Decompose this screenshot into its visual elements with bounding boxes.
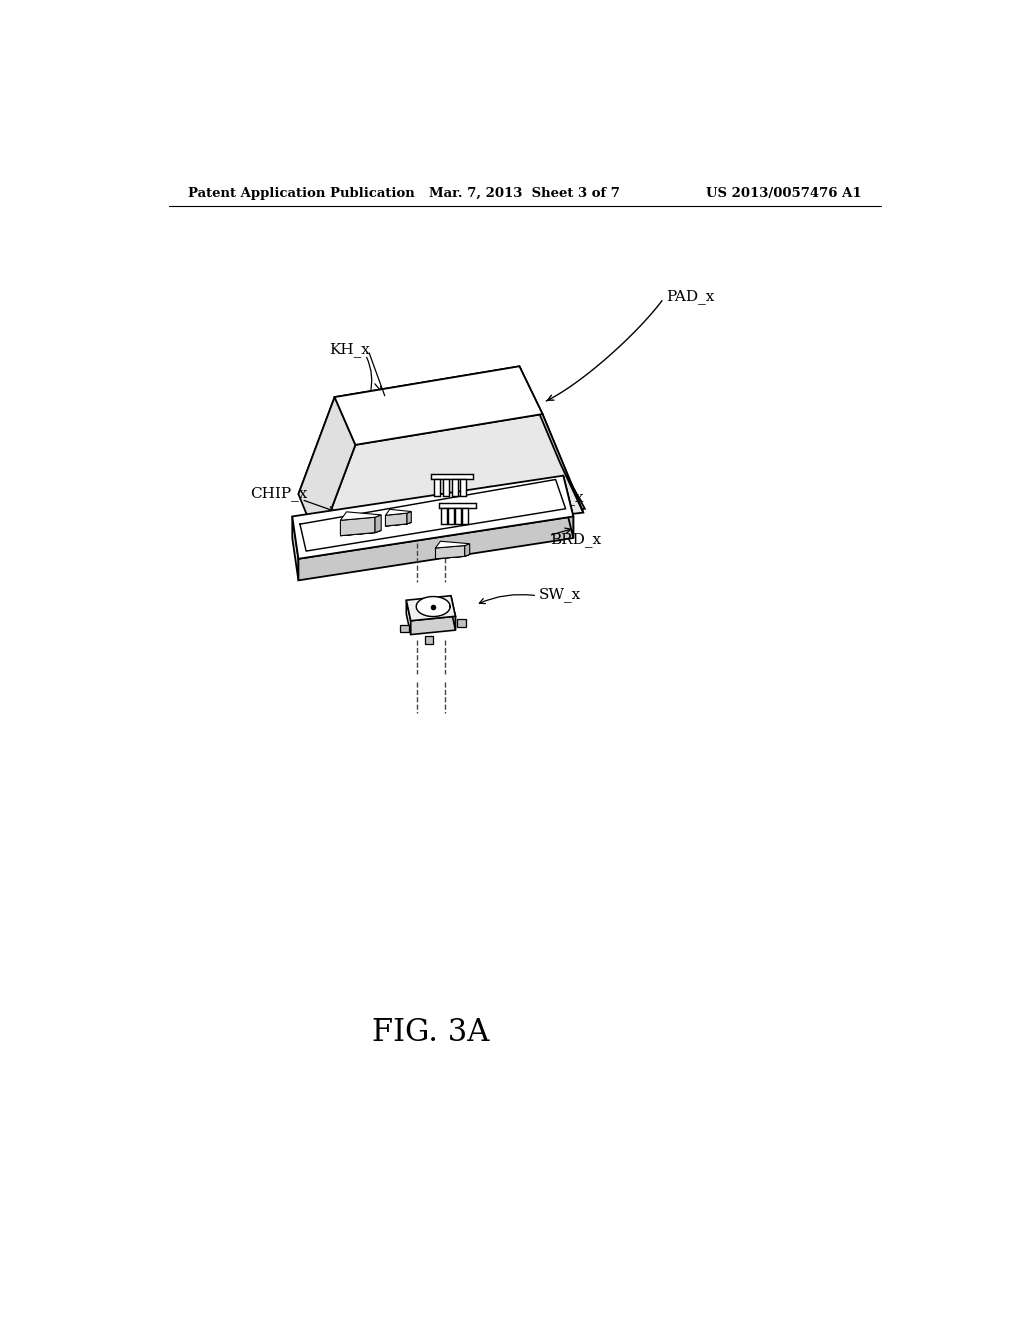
Polygon shape (385, 523, 412, 527)
Text: PAD_x: PAD_x (666, 289, 714, 305)
Polygon shape (457, 619, 466, 627)
Polygon shape (292, 516, 298, 581)
Polygon shape (438, 503, 475, 508)
Polygon shape (452, 479, 458, 496)
Polygon shape (519, 367, 584, 512)
Polygon shape (298, 367, 560, 494)
Polygon shape (435, 554, 470, 558)
Polygon shape (456, 508, 461, 524)
Polygon shape (340, 517, 375, 536)
Polygon shape (400, 624, 410, 632)
Text: RNC_x: RNC_x (531, 490, 584, 504)
Polygon shape (434, 479, 440, 496)
Polygon shape (411, 616, 456, 635)
Polygon shape (375, 515, 381, 533)
Text: SW_x: SW_x (539, 587, 581, 602)
Polygon shape (298, 516, 573, 581)
Polygon shape (322, 416, 585, 537)
Polygon shape (460, 479, 466, 496)
Polygon shape (465, 544, 470, 556)
Polygon shape (442, 479, 449, 496)
Polygon shape (385, 510, 412, 515)
Polygon shape (441, 508, 447, 524)
Polygon shape (435, 545, 465, 558)
Polygon shape (407, 601, 411, 635)
Polygon shape (563, 475, 573, 539)
Polygon shape (298, 397, 355, 544)
Polygon shape (407, 512, 412, 524)
Text: Mar. 7, 2013  Sheet 3 of 7: Mar. 7, 2013 Sheet 3 of 7 (429, 186, 621, 199)
Text: US 2013/0057476 A1: US 2013/0057476 A1 (707, 186, 862, 199)
Polygon shape (462, 508, 468, 524)
Polygon shape (435, 541, 470, 548)
Polygon shape (292, 475, 573, 558)
Polygon shape (340, 512, 381, 520)
Text: CHIP_x: CHIP_x (250, 486, 307, 500)
Polygon shape (449, 508, 454, 524)
Text: Patent Application Publication: Patent Application Publication (188, 186, 415, 199)
Polygon shape (451, 595, 456, 630)
Text: KH_x: KH_x (330, 342, 370, 356)
Polygon shape (385, 513, 407, 527)
Polygon shape (431, 474, 473, 479)
Polygon shape (340, 531, 381, 536)
Polygon shape (407, 595, 456, 620)
Text: BRD_x: BRD_x (550, 532, 601, 546)
Polygon shape (425, 636, 433, 644)
Polygon shape (335, 367, 543, 445)
Polygon shape (416, 597, 451, 616)
Polygon shape (318, 414, 584, 544)
Text: FIG. 3A: FIG. 3A (372, 1016, 489, 1048)
